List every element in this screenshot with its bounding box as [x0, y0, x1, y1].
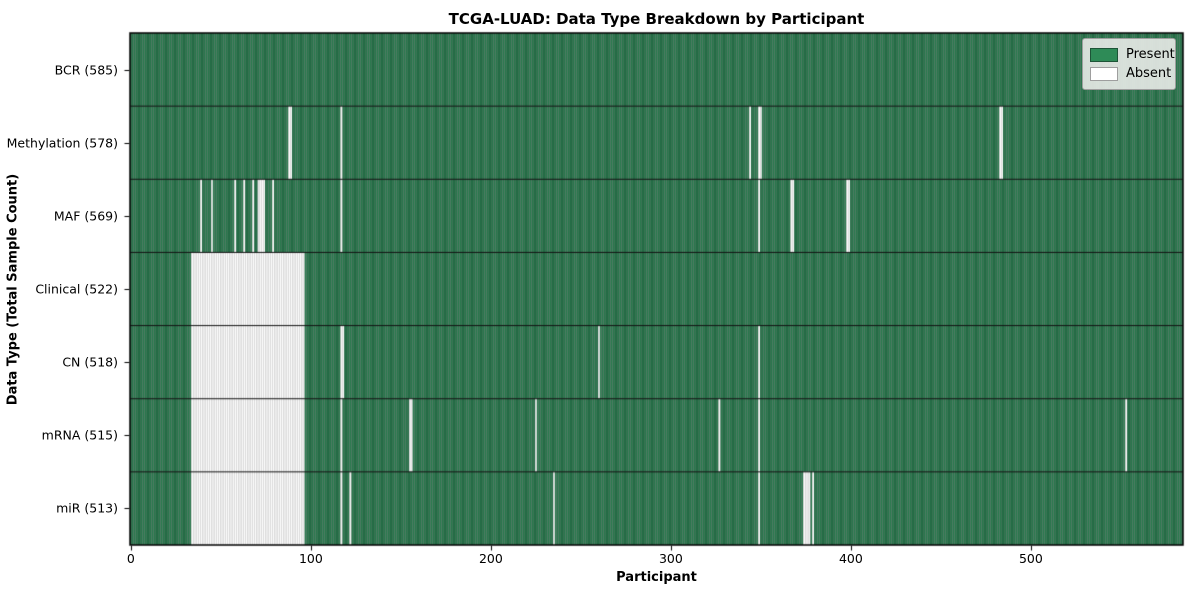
legend-item-present: Present: [1090, 45, 1175, 64]
y-tick-label: Clinical (522): [35, 281, 118, 297]
x-axis-label: Participant: [616, 570, 697, 585]
legend-item-absent: Absent: [1090, 64, 1171, 83]
y-tick-label: mRNA (515): [41, 427, 118, 443]
x-tick-label: 200: [478, 551, 503, 566]
x-tick-label: 500: [1018, 551, 1043, 566]
chart-title: TCGA-LUAD: Data Type Breakdown by Partic…: [448, 10, 865, 28]
legend-absent-label: Absent: [1126, 66, 1172, 81]
x-tick-label: 0: [126, 551, 135, 566]
y-tick-label: miR (513): [56, 500, 118, 516]
y-tick-label: MAF (569): [53, 208, 118, 224]
present-swatch-icon: [1090, 47, 1118, 62]
absent-swatch-icon: [1090, 66, 1118, 81]
y-tick-label: Methylation (578): [6, 135, 118, 151]
x-tick-label: 300: [658, 551, 683, 566]
x-tick-label: 400: [838, 551, 863, 566]
y-tick-label: BCR (585): [54, 62, 118, 78]
legend-present-label: Present: [1126, 47, 1175, 62]
legend: Present Absent: [1082, 38, 1176, 90]
x-tick-label: 100: [298, 551, 323, 566]
y-tick-label: CN (518): [62, 354, 118, 370]
